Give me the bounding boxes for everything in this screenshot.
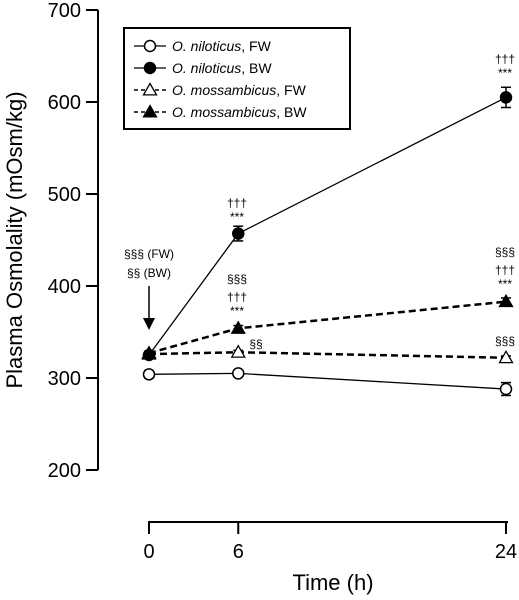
legend: O. niloticus, FWO. niloticus, BWO. mossa…: [123, 27, 351, 130]
y-tick-label: 600: [48, 92, 81, 114]
legend-species: O. niloticus: [172, 38, 241, 54]
data-point: [498, 293, 514, 308]
legend-species: O. mossambicus: [172, 104, 276, 120]
t6-bw-mos-star: ***: [230, 304, 244, 318]
series-markers: [141, 91, 514, 396]
t24-bw-nil-star: ***: [498, 66, 512, 80]
arrow-head-icon: [143, 318, 155, 330]
series-line-3: [148, 300, 507, 355]
t6-bw-nil-star: ***: [230, 210, 244, 224]
arrow-annotation-line1: §§§ (FW): [124, 247, 174, 261]
t6-bw-nil-dagger: †††: [227, 196, 247, 210]
legend-marker: [142, 82, 158, 96]
t6-bw-mos-section: §§§: [227, 272, 247, 286]
t24-bw-mos-section: §§§: [495, 245, 515, 259]
data-point: [499, 91, 513, 104]
t6-bw-mos-dagger: †††: [227, 290, 247, 304]
arrow-annotation-line2: §§ (BW): [127, 266, 171, 280]
data-point: [498, 349, 514, 364]
legend-species: O. niloticus: [172, 60, 241, 76]
x-ticks: 0 6 24: [143, 522, 517, 563]
y-axis-title: Plasma Osmolality (mOsm/kg): [2, 91, 27, 388]
data-point: [230, 320, 246, 334]
data-point: [499, 382, 513, 396]
y-ticks: 200 300 400 500 600 700: [48, 0, 98, 482]
legend-condition: , FW: [241, 38, 271, 54]
t6-fw-mos-section: §§: [249, 337, 262, 351]
y-tick-label: 500: [48, 184, 81, 206]
legend-label: O. niloticus, FW: [172, 38, 272, 54]
legend-condition: , FW: [276, 82, 306, 98]
legend-label: O. mossambicus, BW: [172, 104, 307, 120]
y-tick-label: 200: [48, 460, 81, 482]
legend-marker: [142, 104, 158, 118]
series-lines: [148, 96, 507, 390]
x-tick-label: 6: [233, 541, 244, 563]
data-point: [232, 367, 245, 380]
legend-species: O. mossambicus: [172, 82, 276, 98]
t24-fw-mos-section: §§§: [495, 334, 515, 348]
t24-bw-mos-dagger: †††: [495, 263, 515, 277]
x-tick-label: 24: [495, 541, 517, 563]
legend-marker: [143, 39, 157, 53]
series-line-0: [148, 372, 507, 390]
series-line-1: [148, 96, 507, 356]
x-tick-label: 0: [143, 541, 154, 563]
legend-condition: , BW: [276, 104, 307, 120]
data-point: [141, 345, 157, 359]
data-point: [230, 344, 246, 358]
t24-bw-mos-star: ***: [498, 277, 512, 291]
data-point: [232, 227, 245, 240]
y-tick-label: 300: [48, 368, 81, 390]
error-bars: [144, 86, 511, 397]
t24-bw-nil-dagger: †††: [495, 52, 515, 66]
y-tick-label: 400: [48, 276, 81, 298]
legend-condition: , BW: [241, 60, 272, 76]
legend-label: O. mossambicus, FW: [172, 82, 307, 98]
y-tick-label: 700: [48, 0, 81, 22]
legend-marker: [143, 61, 157, 75]
series-line-2: [148, 350, 507, 360]
data-point: [142, 368, 156, 381]
x-axis-title: Time (h): [292, 570, 373, 595]
legend-box: [123, 27, 351, 130]
legend-label: O. niloticus, BW: [172, 60, 272, 76]
